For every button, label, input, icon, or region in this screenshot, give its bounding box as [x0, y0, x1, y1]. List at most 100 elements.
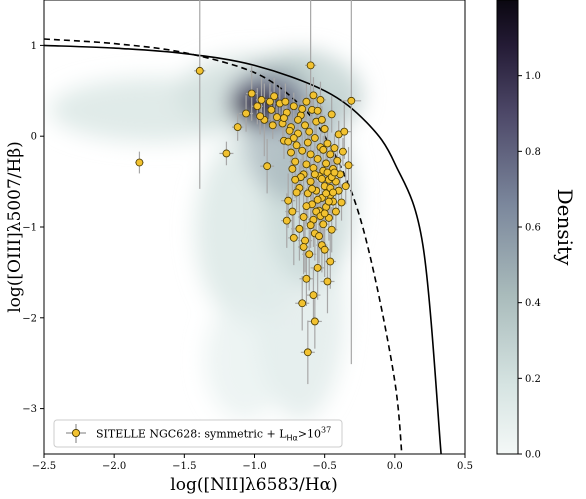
colorbar-tick-label: 0.8	[525, 147, 541, 158]
data-point	[317, 115, 326, 124]
data-point	[308, 184, 316, 193]
data-point	[298, 105, 307, 113]
data-point	[291, 157, 300, 166]
data-point	[320, 209, 329, 218]
data-point	[324, 197, 333, 206]
data-point	[331, 207, 340, 216]
data-point	[327, 110, 336, 119]
x-tick-label: −1.0	[242, 461, 266, 472]
data-point	[344, 161, 353, 170]
data-point	[303, 138, 312, 147]
data-point	[302, 97, 311, 106]
colorbar-tick-label: 0.2	[525, 374, 541, 385]
colorbar-tick-label: 0.0	[525, 450, 541, 461]
data-point	[310, 317, 319, 326]
data-point	[333, 156, 342, 165]
data-point	[285, 126, 294, 135]
data-point	[301, 121, 309, 130]
x-axis-label: log([NII]λ6583/Hα)	[170, 475, 337, 495]
colorbar-tick-label: 0.6	[525, 223, 541, 234]
data-point	[306, 61, 315, 70]
data-point	[309, 164, 318, 172]
data-point	[339, 147, 347, 156]
data-point	[195, 66, 204, 75]
kewley-curve	[44, 44, 442, 454]
data-point	[315, 232, 323, 240]
data-point	[257, 95, 266, 104]
legend-marker	[71, 428, 81, 438]
data-point	[329, 188, 337, 197]
data-point	[299, 243, 308, 251]
legend: SITELLE NGC628: symmetric + LHα>1037	[53, 419, 343, 448]
data-point	[289, 134, 298, 142]
data-point	[289, 233, 298, 242]
data-point	[319, 220, 328, 229]
data-point	[287, 148, 295, 157]
x-tick-label: 0.0	[387, 461, 403, 472]
data-point	[305, 127, 314, 136]
data-point	[292, 141, 301, 150]
colorbar-gradient	[496, 0, 519, 455]
data-point	[313, 263, 322, 272]
y-tick-label: 1	[31, 41, 37, 52]
data-point	[341, 182, 350, 191]
data-point	[320, 245, 329, 254]
data-point	[327, 225, 336, 234]
data-point	[306, 221, 315, 230]
data-point	[298, 146, 307, 155]
data-point	[273, 113, 281, 122]
data-point	[313, 106, 322, 115]
data-point	[280, 114, 288, 122]
data-point	[340, 127, 349, 136]
data-point	[309, 91, 318, 100]
data-point	[291, 175, 300, 184]
y-axis-label: log([OIII]λ5007/Hβ)	[5, 141, 25, 313]
data-point	[316, 95, 325, 104]
data-point	[319, 145, 328, 154]
data-point	[302, 160, 311, 169]
colorbar-label: Density	[553, 189, 577, 266]
data-point	[298, 299, 307, 308]
data-point	[306, 177, 315, 186]
colorbar-tick-label: 0.4	[525, 298, 541, 309]
y-tick-label: −3	[22, 404, 37, 415]
data-point	[347, 96, 356, 105]
data-point	[294, 115, 302, 124]
data-point	[320, 125, 329, 133]
data-point	[299, 213, 308, 221]
data-point	[281, 97, 290, 106]
x-tick-label: −2.0	[102, 461, 126, 472]
x-tick-label: 0.5	[457, 461, 473, 472]
data-point	[323, 277, 332, 286]
data-point	[135, 158, 144, 167]
data-point	[268, 121, 277, 130]
legend-label: SITELLE NGC628: symmetric + LHα>1037	[96, 426, 331, 443]
y-tick-label: −1	[22, 223, 37, 234]
colorbar-tick-label: 1.0	[525, 71, 541, 82]
data-point	[313, 195, 322, 204]
data-point	[326, 257, 335, 266]
data-point	[270, 92, 279, 101]
data-point	[288, 164, 297, 173]
data-point	[306, 150, 315, 159]
data-point	[266, 97, 274, 106]
data-point	[263, 162, 272, 171]
data-point	[253, 102, 262, 111]
y-tick-label: 0	[31, 132, 37, 143]
data-point	[295, 224, 304, 233]
data-point	[288, 207, 297, 216]
data-point	[292, 188, 301, 197]
data-point	[247, 89, 256, 98]
data-point	[309, 291, 318, 300]
data-point	[222, 149, 231, 158]
data-point	[242, 109, 250, 118]
data-point	[267, 105, 276, 114]
data-point	[330, 168, 339, 177]
data-point	[326, 150, 335, 159]
data-point	[302, 274, 311, 283]
x-tick-label: −2.5	[32, 461, 56, 472]
data-point	[302, 202, 311, 211]
data-point	[301, 236, 309, 245]
x-tick-label: −1.5	[172, 461, 196, 472]
